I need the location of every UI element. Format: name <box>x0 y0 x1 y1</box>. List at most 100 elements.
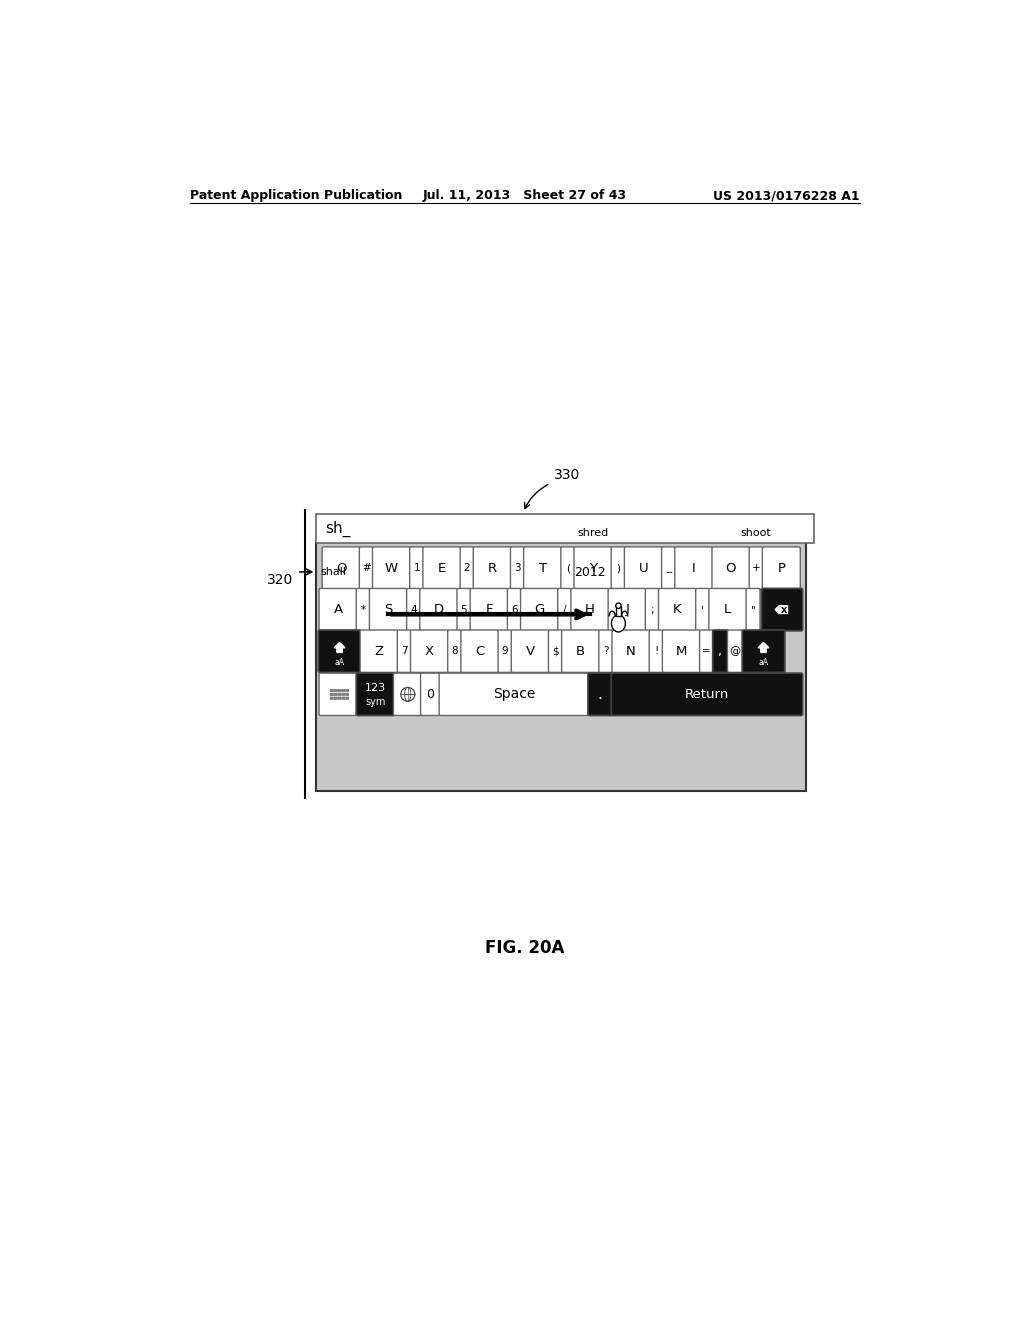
FancyBboxPatch shape <box>549 630 562 672</box>
Polygon shape <box>775 606 787 614</box>
FancyBboxPatch shape <box>588 673 612 715</box>
FancyBboxPatch shape <box>370 589 408 631</box>
Text: P: P <box>777 561 785 574</box>
FancyBboxPatch shape <box>342 693 345 696</box>
Text: !: ! <box>654 647 658 656</box>
Polygon shape <box>616 606 621 615</box>
Text: Patent Application Publication: Patent Application Publication <box>190 189 402 202</box>
Text: x: x <box>780 605 786 615</box>
FancyBboxPatch shape <box>649 630 664 672</box>
FancyBboxPatch shape <box>345 693 349 696</box>
Text: ): ) <box>616 564 621 573</box>
Text: N: N <box>626 644 636 657</box>
Text: 2012: 2012 <box>574 566 606 579</box>
Text: sym: sym <box>365 697 385 708</box>
Text: 6: 6 <box>511 605 518 615</box>
Text: =: = <box>702 647 711 656</box>
Text: ;: ; <box>650 605 654 615</box>
Text: J: J <box>626 603 629 616</box>
FancyBboxPatch shape <box>742 630 784 672</box>
FancyBboxPatch shape <box>330 689 333 692</box>
FancyBboxPatch shape <box>423 546 461 589</box>
FancyBboxPatch shape <box>658 589 696 631</box>
FancyBboxPatch shape <box>360 630 398 672</box>
Text: US 2013/0176228 A1: US 2013/0176228 A1 <box>713 189 859 202</box>
Polygon shape <box>758 643 769 652</box>
Text: 5: 5 <box>461 605 467 615</box>
Text: 7: 7 <box>401 647 408 656</box>
Text: *: * <box>360 605 366 615</box>
Circle shape <box>615 603 622 609</box>
FancyBboxPatch shape <box>510 546 524 589</box>
Text: aA: aA <box>335 657 344 667</box>
FancyBboxPatch shape <box>318 630 360 672</box>
FancyBboxPatch shape <box>420 589 458 631</box>
FancyBboxPatch shape <box>558 589 571 631</box>
Text: 320: 320 <box>267 573 293 586</box>
Text: shoot: shoot <box>740 528 771 539</box>
Text: Y: Y <box>589 561 597 574</box>
Text: D: D <box>434 603 443 616</box>
Text: T: T <box>539 561 547 574</box>
FancyBboxPatch shape <box>330 693 333 696</box>
FancyBboxPatch shape <box>373 546 411 589</box>
Text: 8: 8 <box>452 647 458 656</box>
Text: 2010: 2010 <box>489 634 521 647</box>
FancyBboxPatch shape <box>323 546 360 589</box>
FancyBboxPatch shape <box>457 589 471 631</box>
Bar <box>316 515 814 544</box>
Text: X: X <box>425 644 434 657</box>
Text: _: _ <box>666 564 671 573</box>
Text: 3: 3 <box>514 564 521 573</box>
Text: O: O <box>726 561 736 574</box>
Text: ": " <box>751 605 756 615</box>
Text: I: I <box>692 561 695 574</box>
FancyBboxPatch shape <box>662 546 676 589</box>
FancyBboxPatch shape <box>523 546 561 589</box>
FancyBboxPatch shape <box>359 546 374 589</box>
Text: A: A <box>334 603 343 616</box>
Text: C: C <box>475 644 484 657</box>
Text: aA: aA <box>759 657 768 667</box>
FancyBboxPatch shape <box>520 589 558 631</box>
FancyBboxPatch shape <box>356 673 394 715</box>
FancyBboxPatch shape <box>470 589 508 631</box>
FancyBboxPatch shape <box>397 630 412 672</box>
Text: 330: 330 <box>554 467 581 482</box>
FancyBboxPatch shape <box>746 589 760 631</box>
FancyBboxPatch shape <box>393 673 422 715</box>
Text: ,: , <box>719 644 723 657</box>
FancyBboxPatch shape <box>345 697 349 700</box>
Text: +: + <box>752 564 761 573</box>
Text: Q: Q <box>336 561 346 574</box>
FancyBboxPatch shape <box>411 630 449 672</box>
FancyBboxPatch shape <box>330 697 333 700</box>
FancyBboxPatch shape <box>511 630 549 672</box>
FancyBboxPatch shape <box>342 697 345 700</box>
FancyBboxPatch shape <box>608 589 646 631</box>
FancyBboxPatch shape <box>561 546 574 589</box>
Text: B: B <box>577 644 585 657</box>
Polygon shape <box>334 643 345 652</box>
FancyBboxPatch shape <box>574 546 612 589</box>
FancyBboxPatch shape <box>319 589 357 631</box>
FancyBboxPatch shape <box>663 630 700 672</box>
FancyBboxPatch shape <box>699 630 714 672</box>
FancyBboxPatch shape <box>675 546 713 589</box>
Text: 9: 9 <box>502 647 508 656</box>
Ellipse shape <box>611 615 626 632</box>
FancyBboxPatch shape <box>461 630 499 672</box>
Text: W: W <box>385 561 398 574</box>
Text: H: H <box>585 603 595 616</box>
FancyBboxPatch shape <box>561 630 600 672</box>
FancyBboxPatch shape <box>319 673 357 715</box>
FancyBboxPatch shape <box>507 589 521 631</box>
FancyBboxPatch shape <box>612 630 650 672</box>
Text: M: M <box>676 644 687 657</box>
FancyBboxPatch shape <box>762 589 803 631</box>
FancyBboxPatch shape <box>447 630 462 672</box>
Text: F: F <box>485 603 493 616</box>
FancyBboxPatch shape <box>345 689 349 692</box>
Text: /: / <box>563 605 566 615</box>
FancyBboxPatch shape <box>498 630 512 672</box>
